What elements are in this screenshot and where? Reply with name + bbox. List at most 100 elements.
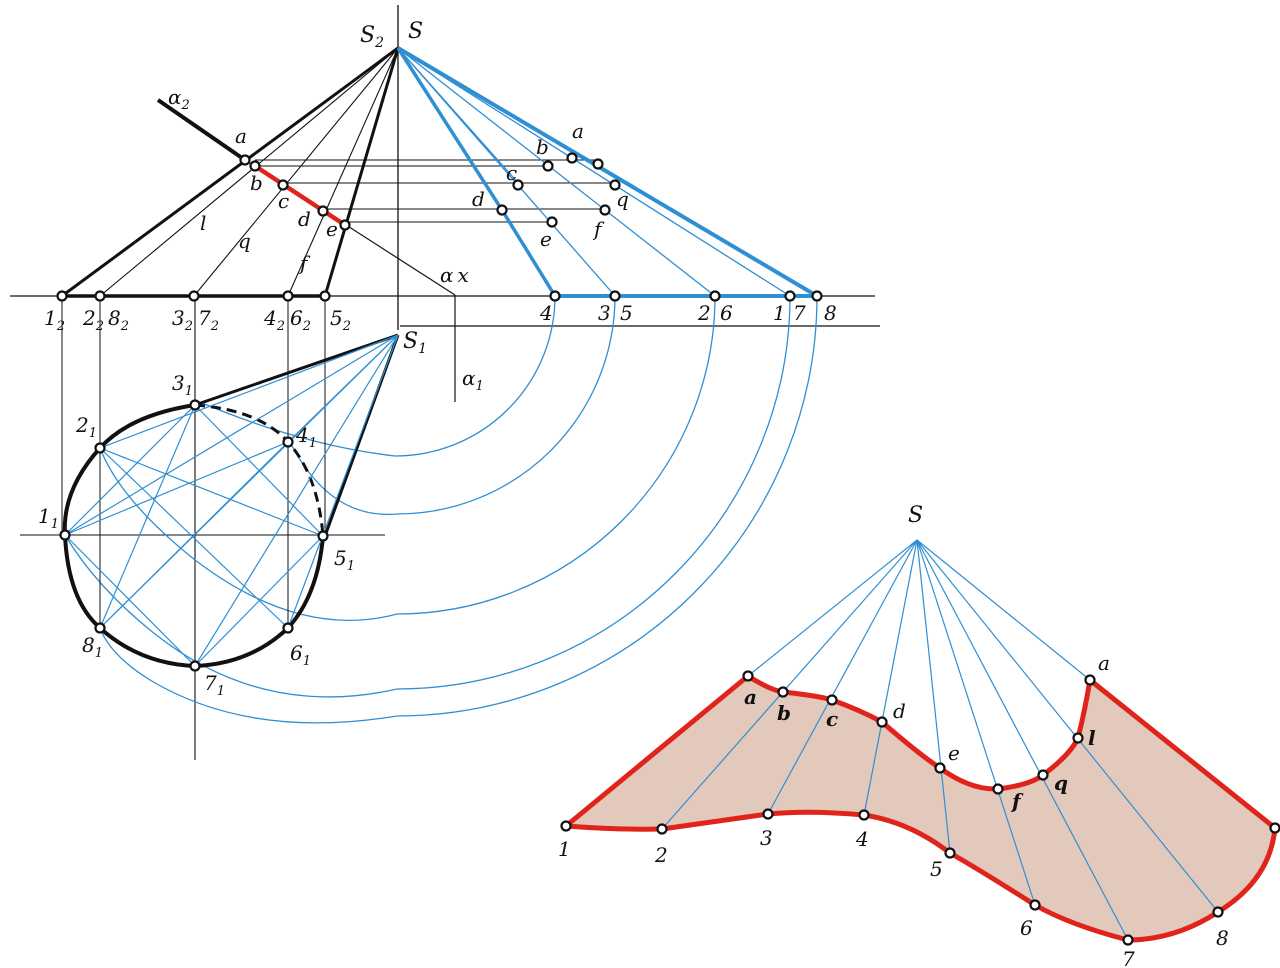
label-c-front: c [278, 189, 289, 213]
label-l-dev: l [1088, 726, 1096, 750]
label-3-dev: 3 [760, 826, 773, 850]
alpha-top-label: α [462, 366, 476, 390]
apex-true-label: S [408, 19, 423, 44]
label-d-dev: d [893, 699, 906, 723]
svg-text:11: 11 [38, 504, 59, 532]
svg-text:αx: αx [440, 263, 469, 287]
svg-text:α1: α1 [462, 366, 484, 394]
subscript: 1 [217, 684, 225, 699]
label-q-front: q [238, 229, 251, 253]
label-q-dev: q [1054, 771, 1068, 795]
label-6-dev: 6 [1020, 916, 1033, 940]
label-l-front: l [200, 211, 206, 235]
label-a-dev: a [744, 685, 757, 709]
svg-text:71: 71 [204, 671, 225, 699]
label-7-true: 7 [793, 301, 806, 325]
svg-text:82: 82 [108, 306, 129, 334]
label-3-front: 3 [172, 306, 185, 330]
label-1-true: 1 [773, 301, 786, 325]
label-7-top: 7 [204, 671, 217, 695]
label-c-dev: c [826, 707, 838, 731]
label-f-front: f [298, 251, 311, 275]
alpha-x-label: α [440, 263, 454, 287]
label-d-front: d [298, 207, 311, 231]
label-7-dev: 7 [1122, 947, 1135, 968]
label-5-top: 5 [334, 546, 347, 570]
svg-text:41: 41 [295, 423, 317, 451]
subscript: 1 [303, 654, 311, 669]
label-b-dev: b [777, 701, 791, 725]
label-4-true: 4 [539, 301, 553, 325]
apex-top-label: S [403, 329, 418, 354]
axis-x-label: x [458, 263, 469, 287]
subscript: 2 [56, 319, 65, 334]
subscript: 1 [51, 517, 59, 532]
label-5-front: 5 [330, 306, 343, 330]
label-f-true: f [592, 217, 605, 241]
svg-text:61: 61 [290, 641, 311, 669]
label-4-dev: 4 [855, 827, 869, 851]
alpha-front-subscript: 2 [181, 98, 190, 113]
label-2-front: 2 [82, 306, 96, 330]
subscript: 2 [342, 319, 351, 334]
label-2-top: 2 [75, 413, 89, 437]
svg-text:62: 62 [290, 306, 311, 334]
svg-text:S2: S2 [360, 23, 384, 51]
svg-text:α2: α2 [168, 85, 190, 113]
subscript: 2 [210, 319, 219, 334]
label-6-top: 6 [290, 641, 303, 665]
subscript: 1 [185, 384, 193, 399]
apex-top-subscript: 1 [418, 341, 427, 357]
subscript: 1 [309, 436, 317, 451]
subscript: 2 [120, 319, 129, 334]
alpha-front-label: α [168, 85, 182, 109]
svg-text:22: 22 [82, 306, 104, 334]
label-8-dev: 8 [1216, 926, 1229, 950]
label-5-true: 5 [620, 301, 633, 325]
subscript: 2 [302, 319, 311, 334]
label-6-true: 6 [720, 301, 733, 325]
svg-text:12: 12 [44, 306, 65, 334]
label-e-true: e [540, 227, 552, 251]
subscript: 2 [95, 319, 104, 334]
label-f-dev: f [1010, 789, 1024, 813]
subscript: 2 [184, 319, 193, 334]
svg-text:S1: S1 [403, 329, 427, 357]
svg-text:21: 21 [75, 413, 97, 441]
svg-text:72: 72 [198, 306, 219, 334]
svg-text:51: 51 [334, 546, 355, 574]
subscript: 1 [89, 426, 97, 441]
label-a-dev-right: a [1098, 651, 1110, 675]
label-e-front: e [326, 217, 338, 241]
label-3-top: 3 [172, 371, 185, 395]
label-3-true: 3 [598, 301, 611, 325]
label-2-dev: 2 [654, 843, 668, 867]
revolution-arcs [64, 295, 818, 724]
label-1-front: 1 [44, 306, 57, 330]
label-e-dev: e [948, 741, 960, 765]
label-1-top: 1 [38, 504, 51, 528]
label-4-front: 4 [263, 306, 277, 330]
svg-text:52: 52 [330, 306, 351, 334]
development-surface [566, 676, 1275, 940]
label-a-true: a [572, 119, 584, 143]
svg-text:32: 32 [172, 306, 193, 334]
label-2-true: 2 [697, 301, 711, 325]
development-net [560, 539, 1280, 946]
top-view [59, 300, 400, 672]
apex-front-subscript: 2 [374, 35, 384, 51]
label-8-front: 8 [108, 306, 121, 330]
subscript: 1 [95, 646, 103, 661]
svg-text:42: 42 [263, 306, 285, 334]
apex-development-label: S [908, 503, 923, 528]
label-1-dev: 1 [558, 837, 571, 861]
svg-text:31: 31 [172, 371, 193, 399]
label-q-true: q [616, 187, 629, 211]
apex-front-label: S [360, 23, 375, 48]
label-d-true: d [472, 187, 485, 211]
alpha-top-subscript: 1 [476, 379, 484, 394]
label-5-dev: 5 [930, 857, 943, 881]
front-view [56, 46, 615, 402]
